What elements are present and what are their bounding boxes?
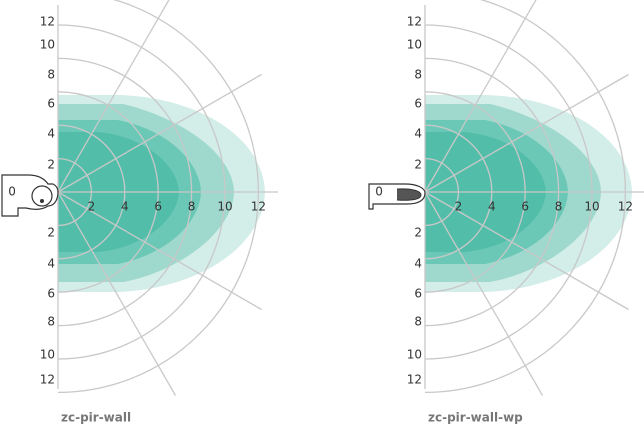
x-label: 8 xyxy=(555,200,563,214)
y-label: 4 xyxy=(47,127,55,141)
y-label: 6 xyxy=(47,287,55,301)
y-label: 8 xyxy=(47,315,55,329)
caption: zc-pir-wall-wp xyxy=(428,411,523,425)
sensor-lens xyxy=(396,188,422,201)
coverage-diagram: 2 4 6 8 10 12 2 4 6 8 10 12 2 4 6 8 10 12 0 zc-pir-wall xyxy=(1,0,278,425)
x-label: 2 xyxy=(455,200,463,214)
spoke xyxy=(424,191,629,311)
x-label: 4 xyxy=(121,200,129,214)
y-label: 12 xyxy=(40,15,55,29)
y-label: 6 xyxy=(414,97,422,111)
y-label: 2 xyxy=(47,158,55,172)
coverage-diagram: 2 4 6 8 10 12 2 4 6 8 10 12 2 4 6 8 10 12 0 zc-pir-wall-wp xyxy=(368,0,644,425)
x-label: 10 xyxy=(584,200,599,214)
y-label: 6 xyxy=(47,97,55,111)
x-label: 6 xyxy=(154,200,162,214)
origin-label: 0 xyxy=(8,185,16,199)
spoke xyxy=(57,73,262,193)
spoke xyxy=(424,191,544,396)
x-label: 12 xyxy=(251,200,266,214)
sensor-lens xyxy=(31,185,53,207)
x-label: 4 xyxy=(488,200,496,214)
y-label: 6 xyxy=(414,287,422,301)
y-label: 2 xyxy=(414,226,422,240)
origin-label: 0 xyxy=(375,185,383,199)
y-label: 10 xyxy=(407,348,422,362)
x-label: 12 xyxy=(618,200,633,214)
y-label: 2 xyxy=(47,226,55,240)
y-label: 10 xyxy=(40,348,55,362)
x-label: 10 xyxy=(217,200,232,214)
y-label: 4 xyxy=(414,257,422,271)
y-label: 12 xyxy=(407,15,422,29)
spoke xyxy=(57,0,170,193)
y-label: 8 xyxy=(414,315,422,329)
x-label: 2 xyxy=(88,200,96,214)
spoke xyxy=(424,73,629,193)
spoke xyxy=(57,191,177,396)
y-label: 12 xyxy=(40,373,55,387)
y-label: 8 xyxy=(414,68,422,82)
y-label: 4 xyxy=(47,257,55,271)
y-label: 12 xyxy=(407,373,422,387)
y-label: 4 xyxy=(414,127,422,141)
y-label: 10 xyxy=(407,38,422,52)
y-label: 8 xyxy=(47,68,55,82)
y-label: 10 xyxy=(40,38,55,52)
x-label: 8 xyxy=(188,200,196,214)
y-label: 2 xyxy=(414,158,422,172)
caption: zc-pir-wall xyxy=(61,411,131,425)
spoke xyxy=(424,0,537,193)
spoke xyxy=(57,191,262,311)
sensor-dot xyxy=(40,199,44,203)
x-label: 6 xyxy=(521,200,529,214)
